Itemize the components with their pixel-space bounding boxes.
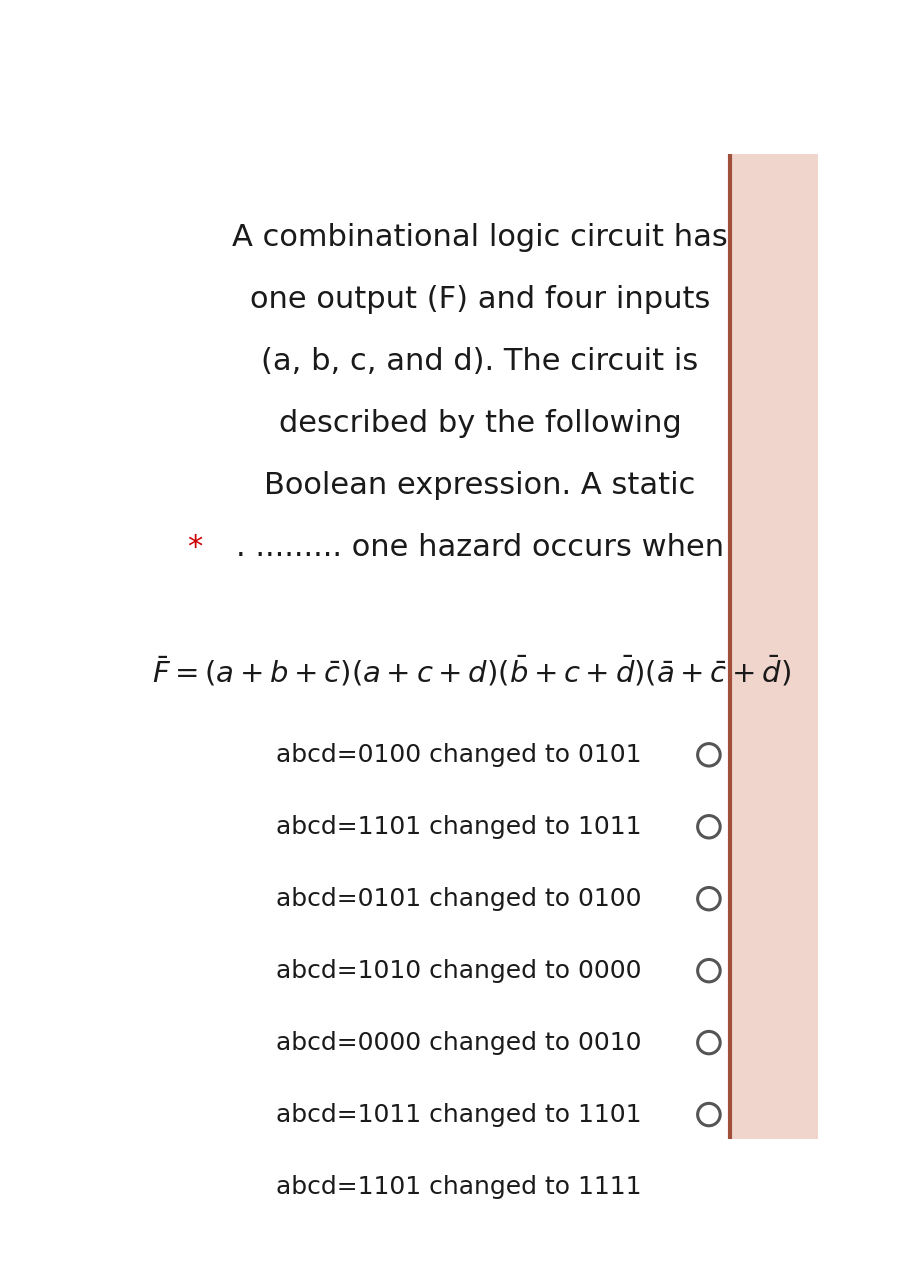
Text: abcd=1011 changed to 1101: abcd=1011 changed to 1101 (276, 1102, 642, 1126)
Text: abcd=0101 changed to 0100: abcd=0101 changed to 0100 (276, 887, 642, 910)
Text: abcd=1101 changed to 1111: abcd=1101 changed to 1111 (276, 1175, 642, 1198)
Text: one output (F) and four inputs: one output (F) and four inputs (250, 285, 710, 314)
Text: abcd=0000 changed to 0010: abcd=0000 changed to 0010 (276, 1030, 642, 1055)
FancyBboxPatch shape (730, 154, 818, 1139)
Text: *: * (187, 534, 203, 562)
Text: $\bar{F} = (a + b + \bar{c})(a + c + d)(\bar{b} + c + \bar{d})(\bar{a} + \bar{c}: $\bar{F} = (a + b + \bar{c})(a + c + d)(… (153, 654, 792, 689)
Text: abcd=1010 changed to 0000: abcd=1010 changed to 0000 (276, 959, 642, 983)
Text: (a, b, c, and d). The circuit is: (a, b, c, and d). The circuit is (261, 347, 699, 376)
Text: A combinational logic circuit has: A combinational logic circuit has (232, 223, 728, 252)
Text: abcd=1101 changed to 1011: abcd=1101 changed to 1011 (276, 815, 642, 838)
Text: described by the following: described by the following (278, 410, 682, 438)
Text: abcd=0100 changed to 0101: abcd=0100 changed to 0101 (276, 742, 642, 767)
Text: Boolean expression. A static: Boolean expression. A static (265, 471, 695, 500)
Text: . ......... one hazard occurs when: . ......... one hazard occurs when (236, 534, 724, 562)
